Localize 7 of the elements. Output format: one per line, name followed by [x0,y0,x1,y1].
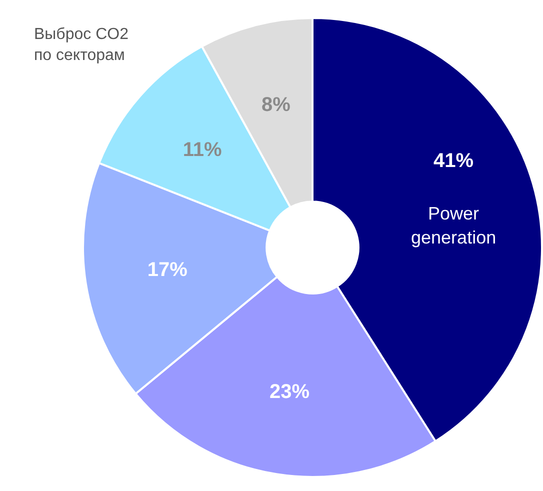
data-label: 17% [147,258,188,281]
text: Выброс CO2 по секторам [34,25,130,66]
data-label: 11% [182,138,222,161]
data-label: 8% [262,94,291,116]
data-label: 23% [270,381,310,404]
data-label: 41% [434,150,474,172]
slice-label: Power generation [411,203,496,248]
